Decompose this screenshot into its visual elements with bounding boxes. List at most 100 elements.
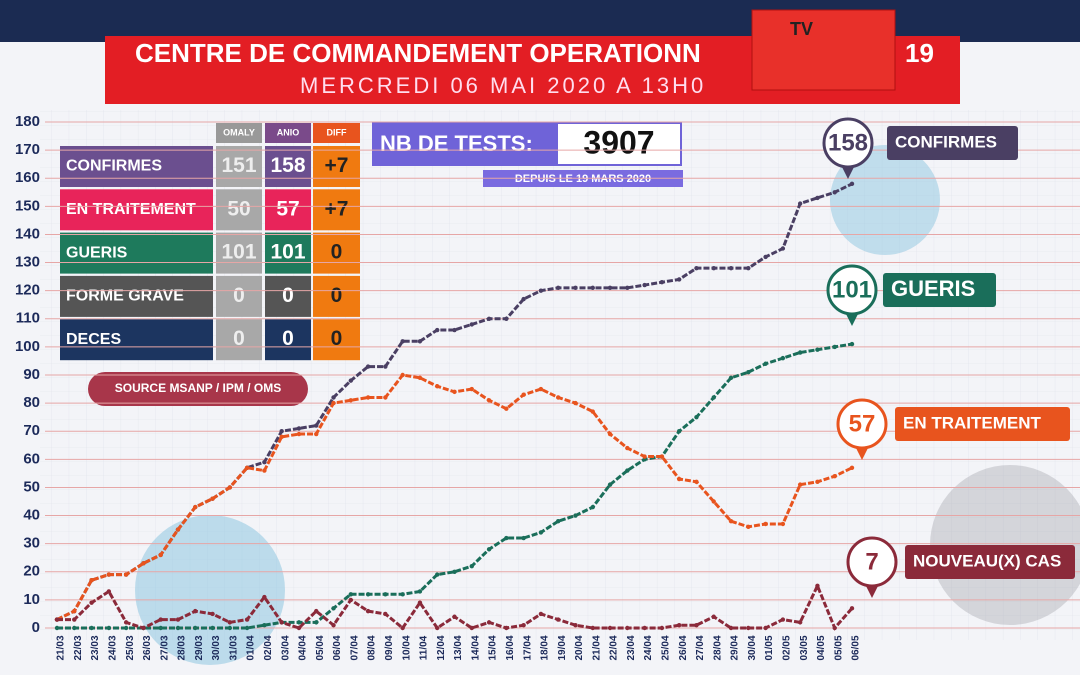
table-cell	[265, 189, 311, 231]
cell-value: +7	[325, 154, 349, 177]
y-tick-label: 60	[23, 450, 40, 467]
point	[728, 518, 734, 524]
table-header-cell	[265, 123, 311, 143]
point	[797, 201, 803, 206]
point	[417, 589, 423, 594]
y-tick-label: 50	[23, 478, 40, 495]
y-tick-label: 40	[23, 507, 40, 524]
x-tick-label: 30/03	[211, 635, 222, 660]
x-tick-label: 15/04	[488, 635, 499, 660]
cell-value: 57	[276, 197, 299, 220]
point	[832, 625, 837, 631]
table-cell	[313, 232, 360, 274]
source-pill	[88, 372, 308, 406]
x-tick-label: 09/04	[384, 635, 395, 660]
point	[193, 625, 198, 631]
point	[89, 600, 94, 605]
point	[89, 625, 94, 631]
point	[832, 474, 837, 479]
point	[469, 625, 474, 631]
point	[555, 617, 561, 622]
table-cell	[60, 275, 213, 317]
point	[555, 395, 561, 400]
point	[158, 625, 163, 631]
logo	[751, 9, 896, 91]
series-line	[57, 342, 853, 630]
callout-circle	[836, 398, 888, 450]
point	[314, 423, 319, 428]
point	[210, 611, 215, 617]
point	[486, 620, 492, 625]
point	[504, 406, 509, 411]
point	[642, 282, 647, 288]
point	[590, 504, 595, 510]
point	[763, 521, 768, 527]
cell-value: 151	[221, 154, 256, 177]
point	[780, 246, 786, 251]
tests-value: 3907	[583, 124, 654, 160]
row-label: EN TRAITEMENT	[66, 201, 196, 218]
point	[54, 625, 60, 631]
point	[106, 589, 112, 594]
point	[279, 620, 284, 625]
point	[607, 431, 613, 437]
source: SOURCE MSANP / IPM / OMS	[115, 381, 281, 395]
table-header: ANIO	[277, 127, 300, 137]
x-tick-label: 24/03	[107, 635, 118, 660]
point	[711, 395, 716, 400]
point	[607, 285, 613, 291]
cell-value: 0	[331, 241, 343, 264]
table-cell	[313, 319, 360, 361]
point	[123, 625, 129, 631]
point	[694, 479, 699, 485]
point	[227, 485, 233, 490]
row-label: GUERIS	[66, 244, 128, 261]
point	[815, 479, 820, 485]
x-tick-label: 06/04	[332, 635, 343, 660]
cell-value: 0	[331, 327, 343, 350]
x-tick-label: 25/03	[125, 635, 136, 660]
plot: 0102030405060708090100110120130140150160…	[15, 113, 1080, 661]
point	[262, 468, 267, 473]
legend-label: CONFIRMES	[895, 132, 997, 151]
x-tick-label: 02/05	[782, 635, 793, 660]
point	[435, 572, 440, 577]
point	[486, 398, 492, 403]
point	[435, 625, 440, 631]
table-cell	[313, 189, 360, 231]
cell-value: 50	[227, 197, 250, 220]
point	[642, 454, 647, 459]
point	[72, 608, 77, 614]
point	[555, 518, 561, 524]
point	[400, 592, 405, 597]
point	[383, 592, 388, 597]
point	[54, 617, 60, 622]
point	[728, 625, 734, 631]
point	[573, 622, 578, 628]
x-tick-label: 10/04	[401, 635, 412, 660]
point	[193, 504, 198, 510]
table-cell	[216, 275, 262, 317]
title-end: 19	[905, 38, 934, 68]
subtitle: MERCREDI 06 MAI 2020 A 13H0	[300, 73, 706, 98]
point	[780, 521, 786, 527]
point	[417, 600, 423, 605]
cell-value: 0	[282, 327, 294, 350]
x-tick-label: 28/04	[712, 635, 723, 660]
point	[417, 339, 423, 344]
table-cell	[60, 319, 213, 361]
cell-value: 0	[331, 284, 343, 307]
cell-value: 0	[233, 284, 245, 307]
point	[694, 622, 699, 628]
x-tick-label: 24/04	[643, 635, 654, 660]
point	[314, 620, 319, 625]
cell-value: 101	[221, 241, 256, 264]
x-tick-label: 26/03	[142, 635, 153, 660]
callout-value: 7	[865, 548, 878, 575]
table-cell	[265, 319, 311, 361]
point	[659, 280, 665, 285]
y-tick-label: 150	[15, 197, 40, 214]
point	[659, 625, 665, 631]
point	[711, 499, 716, 504]
